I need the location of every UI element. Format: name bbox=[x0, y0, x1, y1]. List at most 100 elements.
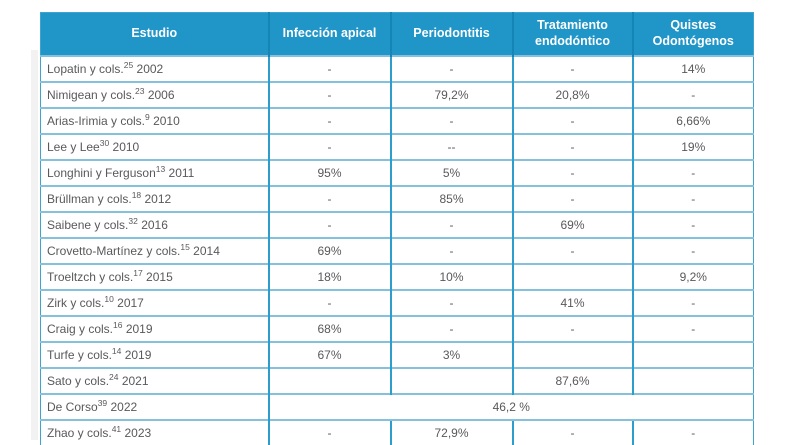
table-row: Turfe y cols.14 2019 67% 3% bbox=[40, 341, 754, 368]
study-year: 2021 bbox=[118, 374, 149, 388]
value-cell: 46,2 % bbox=[267, 393, 754, 420]
value-cell: -- bbox=[389, 133, 513, 160]
value-cell: - bbox=[631, 185, 754, 212]
value-cell: 6,66% bbox=[631, 107, 754, 134]
value-cell: 95% bbox=[267, 159, 391, 186]
value-cell: 72,9% bbox=[389, 419, 513, 445]
study-name: Sato y cols. bbox=[47, 374, 110, 388]
study-year: 2015 bbox=[142, 270, 173, 284]
value-cell: - bbox=[267, 419, 391, 445]
value-cell: 67% bbox=[267, 341, 391, 368]
value-cell: - bbox=[511, 419, 633, 445]
value-cell: 85% bbox=[389, 185, 513, 212]
citation-ref: 14 bbox=[111, 346, 122, 356]
study-cell: De Corso39 2022 bbox=[40, 393, 269, 420]
value-cell: - bbox=[631, 289, 754, 316]
value-cell: - bbox=[267, 107, 391, 134]
study-year: 2010 bbox=[149, 114, 180, 128]
citation-ref: 9 bbox=[145, 112, 150, 122]
value-cell: - bbox=[267, 55, 391, 82]
citation-ref: 10 bbox=[104, 294, 114, 304]
value-cell bbox=[267, 367, 391, 394]
study-year: 2012 bbox=[141, 192, 172, 206]
value-cell bbox=[631, 367, 754, 394]
study-cell: Arias-Irimia y cols.9 2010 bbox=[40, 107, 269, 134]
study-year: 2010 bbox=[109, 140, 140, 154]
value-cell: 87,6% bbox=[511, 367, 633, 394]
study-name: Saibene y cols. bbox=[47, 218, 129, 232]
study-name: Zhao y cols. bbox=[47, 426, 112, 440]
value-cell bbox=[511, 263, 633, 290]
study-name: Crovetto-Martínez y cols. bbox=[47, 244, 181, 258]
citation-ref: 32 bbox=[128, 216, 138, 226]
value-cell: - bbox=[511, 185, 633, 212]
value-cell: - bbox=[631, 419, 754, 445]
study-name: Zirk y cols. bbox=[47, 296, 105, 310]
citation-ref: 15 bbox=[180, 242, 190, 252]
value-cell: - bbox=[389, 107, 513, 134]
value-cell bbox=[631, 341, 754, 368]
study-name: Turfe y cols. bbox=[47, 348, 112, 362]
value-cell: - bbox=[631, 315, 754, 342]
study-cell: Zhao y cols.41 2023 bbox=[40, 419, 269, 445]
study-name: Lee y Lee bbox=[47, 140, 100, 154]
value-cell: - bbox=[389, 55, 513, 82]
column-header-estudio: Estudio bbox=[40, 12, 269, 56]
value-cell: 19% bbox=[631, 133, 754, 160]
value-cell: 69% bbox=[511, 211, 633, 238]
table-row: Longhini y Ferguson13 2011 95% 5% - - bbox=[40, 159, 754, 186]
value-cell: - bbox=[267, 81, 391, 108]
value-cell: - bbox=[631, 81, 754, 108]
table-row: Troeltzch y cols.17 2015 18% 10% 9,2% bbox=[40, 263, 754, 290]
study-year: 2006 bbox=[144, 88, 175, 102]
study-cell: Crovetto-Martínez y cols.15 2014 bbox=[40, 237, 269, 264]
citation-ref: 16 bbox=[113, 320, 123, 330]
citation-ref: 25 bbox=[123, 60, 134, 70]
table-row: Crovetto-Martínez y cols.15 2014 69% - - - bbox=[40, 237, 754, 264]
page-margin-shade bbox=[31, 50, 38, 440]
study-year: 2019 bbox=[121, 348, 152, 362]
value-cell bbox=[389, 367, 513, 394]
table-row: Arias-Irimia y cols.9 2010- - -6,66% bbox=[40, 107, 754, 134]
value-cell: 18% bbox=[267, 263, 391, 290]
value-cell: 20,8% bbox=[511, 81, 633, 108]
value-cell: 79,2% bbox=[389, 81, 513, 108]
value-cell: - bbox=[267, 211, 391, 238]
table-row: Saibene y cols.32 2016- -69% - bbox=[40, 211, 754, 238]
study-name: Lopatin y cols. bbox=[47, 62, 124, 76]
value-cell: - bbox=[511, 237, 633, 264]
value-cell: 5% bbox=[389, 159, 513, 186]
value-cell: - bbox=[267, 185, 391, 212]
study-name: Brüllman y cols. bbox=[47, 192, 132, 206]
table-row: Zirk y cols.10 2017- -41% - bbox=[40, 289, 754, 316]
value-cell: 41% bbox=[511, 289, 633, 316]
value-cell bbox=[511, 341, 633, 368]
value-cell: 68% bbox=[267, 315, 391, 342]
study-year: 2014 bbox=[189, 244, 220, 258]
study-cell: Saibene y cols.32 2016 bbox=[40, 211, 269, 238]
study-name: Longhini y Ferguson bbox=[47, 166, 156, 180]
column-header-tratamiento-endodontico: Tratamiento endodóntico bbox=[511, 12, 633, 56]
column-header-infeccion-apical: Infección apical bbox=[267, 12, 391, 56]
table-row: Brüllman y cols.18 2012-85% - - bbox=[40, 185, 754, 212]
citation-ref: 17 bbox=[133, 268, 143, 278]
value-cell: 10% bbox=[389, 263, 513, 290]
table-row: Zhao y cols.41 2023-72,9% - - bbox=[40, 419, 754, 445]
study-name: De Corso bbox=[47, 400, 98, 414]
table-row: Sato y cols.24 2021 87,6% bbox=[40, 367, 754, 394]
study-name: Troeltzch y cols. bbox=[47, 270, 134, 284]
citation-ref: 41 bbox=[111, 424, 122, 434]
study-year: 2023 bbox=[121, 426, 152, 440]
citation-ref: 24 bbox=[109, 372, 119, 382]
citation-ref: 39 bbox=[97, 398, 108, 408]
citation-ref: 23 bbox=[135, 86, 145, 96]
table-row: Lee y Lee30 2010- -- -19% bbox=[40, 133, 754, 160]
citation-ref: 18 bbox=[131, 190, 142, 200]
value-cell: 9,2% bbox=[631, 263, 754, 290]
study-year: 2011 bbox=[165, 166, 195, 180]
table-container: Estudio Infección apical Periodontitis T… bbox=[40, 12, 754, 445]
study-cell: Zirk y cols.10 2017 bbox=[40, 289, 269, 316]
study-cell: Lopatin y cols.25 2002 bbox=[40, 55, 269, 82]
column-header-periodontitis: Periodontitis bbox=[389, 12, 513, 56]
study-cell: Lee y Lee30 2010 bbox=[40, 133, 269, 160]
